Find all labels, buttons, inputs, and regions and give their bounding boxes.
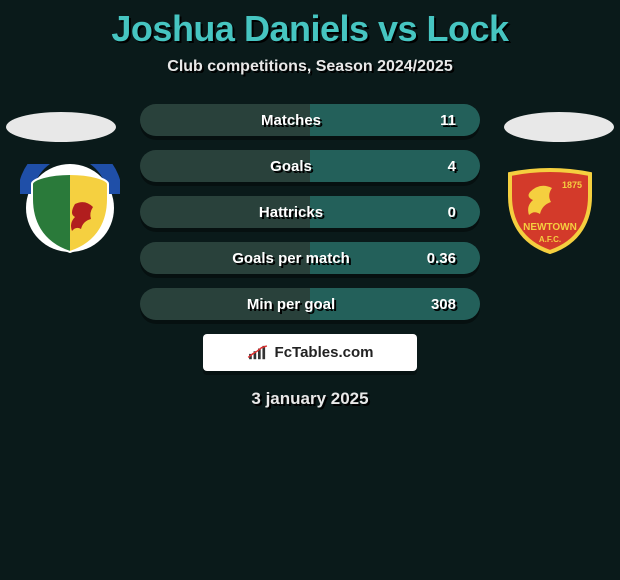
stat-value: 4 — [418, 158, 456, 175]
stat-row: Hattricks0 — [140, 196, 480, 228]
site-attribution: FcTables.com — [203, 334, 417, 371]
stat-value: 308 — [418, 296, 456, 313]
comparison-card: Joshua Daniels vs Lock Club competitions… — [0, 0, 620, 409]
badge-text-bottom: A.F.C. — [539, 235, 561, 244]
stat-value: 0.36 — [418, 250, 456, 267]
right-player-photo — [504, 112, 614, 142]
stat-row: Min per goal308 — [140, 288, 480, 320]
badge-text-top: NEWTOWN — [523, 222, 577, 233]
page-title: Joshua Daniels vs Lock — [0, 8, 620, 50]
stat-label: Goals — [164, 158, 418, 175]
stat-label: Goals per match — [164, 250, 418, 267]
subtitle: Club competitions, Season 2024/2025 — [0, 58, 620, 76]
stat-row: Goals per match0.36 — [140, 242, 480, 274]
stat-label: Min per goal — [164, 296, 418, 313]
stat-row: Goals4 — [140, 150, 480, 182]
left-player-photo — [6, 112, 116, 142]
chart-icon — [247, 345, 269, 361]
stat-rows: Matches11 Goals4 Hattricks0 Goals per match… — [140, 104, 480, 320]
stat-value: 0 — [418, 204, 456, 221]
shield-icon: The New Saints — [20, 164, 120, 254]
site-label: FcTables.com — [275, 344, 374, 361]
stat-label: Hattricks — [164, 204, 418, 221]
left-club-badge: The New Saints — [20, 164, 120, 254]
shield-icon: 1875 NEWTOWN A.F.C. — [500, 164, 600, 254]
badge-year: 1875 — [562, 180, 582, 190]
stat-label: Matches — [164, 112, 418, 129]
content-stage: The New Saints 1875 NEWTOWN A.F.C. Match… — [0, 104, 620, 409]
stat-value: 11 — [418, 112, 456, 129]
right-club-badge: 1875 NEWTOWN A.F.C. — [500, 164, 600, 254]
stat-row: Matches11 — [140, 104, 480, 136]
date-label: 3 january 2025 — [0, 389, 620, 409]
